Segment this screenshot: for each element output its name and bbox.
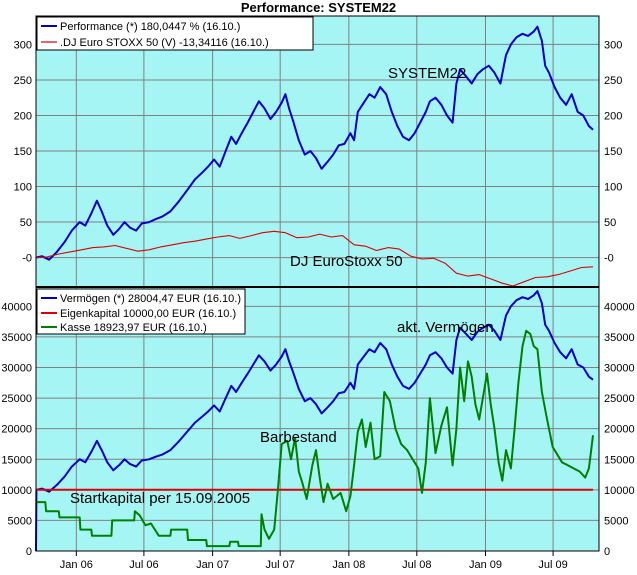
y-tick-label-left: 15000 [1,454,32,466]
y-tick-label-right: 250 [604,75,622,87]
annotation-eurostoxx: DJ EuroStoxx 50 [290,253,403,270]
annotation-startkapital: Startkapital per 15.09.2005 [70,490,250,507]
x-tick-label: Jan 08 [332,559,365,571]
y-tick-label-right: 50 [604,217,616,229]
y-tick-label-right: 5000 [604,515,628,527]
x-tick-label: Jul 08 [402,559,431,571]
y-tick-label-left: 250 [14,75,32,87]
legend-vermoegen: Vermögen (*) 28004,47 EUR (16.10.) [60,293,241,305]
tick-labels: Jan 06 Jul 06 Jan 07 Jul 07 Jan 08 Jul 08 Jan … [1,39,634,571]
series-line [35,290,594,552]
y-tick-label-right: 150 [604,146,622,158]
series-lines [35,25,594,552]
x-tick-label: Jan 07 [196,559,229,571]
legend-eigenkapital: Eigenkapital 10000,00 EUR (16.10.) [60,308,236,320]
y-tick-label-left: 35000 [1,332,32,344]
x-tick-label: Jan 09 [469,559,502,571]
y-tick-label-left: 40000 [1,301,32,313]
chart-title: Performance: SYSTEM22 [240,0,397,15]
y-tick-label-right: 0 [604,546,610,558]
y-tick-label-right: 300 [604,39,622,51]
plot-frame [35,15,600,552]
annotation-system22: SYSTEM22 [388,65,466,82]
x-tick-label: Jul 06 [129,559,158,571]
y-tick-label-right: 35000 [604,332,635,344]
y-tick-label-left: 300 [14,39,32,51]
annotation-akt-vermoegen: akt. Vermögen [397,319,494,336]
y-tick-label-left: 50 [20,217,32,229]
y-tick-label-left: 5000 [8,515,32,527]
y-tick-label-left: 10000 [1,485,32,497]
y-tick-label-right: -0 [604,253,614,265]
y-tick-label-right: 25000 [604,393,635,405]
y-tick-label-right: 15000 [604,454,635,466]
y-tick-label-left: 200 [14,110,32,122]
series-line [35,25,594,261]
x-tick-label: Jul 07 [265,559,294,571]
legend-bottom: Vermögen (*) 28004,47 EUR (16.10.) Eigen… [36,288,246,335]
y-tick-label-left: 20000 [1,424,32,436]
x-tick-label: Jul 09 [538,559,567,571]
y-tick-label-left: 25000 [1,393,32,405]
annotation-barbestand: Barbestand [260,429,337,446]
y-tick-label-right: 20000 [604,424,635,436]
legend-eurostoxx: .DJ Euro STOXX 50 (V) -13,34116 (16.10.) [60,37,269,49]
y-tick-label-left: 100 [14,182,32,194]
y-tick-label-left: -0 [22,253,32,265]
series-line [35,230,594,287]
y-tick-label-right: 30000 [604,363,635,375]
y-tick-label-right: 10000 [604,485,635,497]
y-tick-label-right: 100 [604,182,622,194]
legend-performance: Performance (*) 180,0447 % (16.10.) [60,21,240,33]
x-tick-label: Jan 06 [60,559,93,571]
y-tick-label-left: 0 [26,546,32,558]
legend-top: Performance (*) 180,0447 % (16.10.) .DJ … [36,16,314,51]
y-tick-label-left: 150 [14,146,32,158]
series-line [36,329,594,548]
y-tick-label-right: 40000 [604,301,635,313]
y-tick-label-right: 200 [604,110,622,122]
y-tick-label-left: 30000 [1,363,32,375]
legend-kasse: Kasse 18923,97 EUR (16.10.) [60,322,207,334]
